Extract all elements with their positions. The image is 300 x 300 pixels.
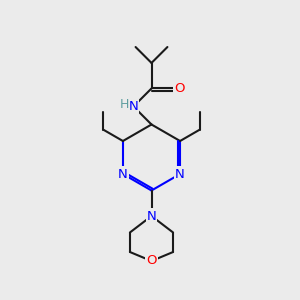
Text: O: O	[174, 82, 184, 95]
Text: H: H	[120, 98, 129, 112]
Text: N: N	[129, 100, 138, 113]
Text: N: N	[175, 167, 185, 181]
Text: O: O	[146, 254, 157, 268]
Text: N: N	[118, 167, 128, 181]
Text: N: N	[147, 209, 156, 223]
